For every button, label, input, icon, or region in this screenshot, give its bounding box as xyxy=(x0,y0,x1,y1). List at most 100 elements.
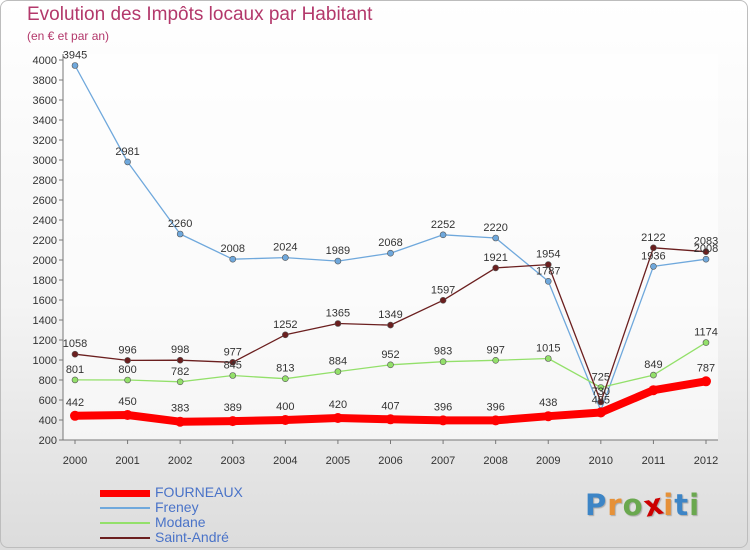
x-tick-label: 2005 xyxy=(326,455,350,467)
data-point-saint-andre xyxy=(597,398,605,406)
y-tick-label: 800 xyxy=(39,375,57,387)
logo-letter: r xyxy=(607,488,623,522)
data-point-freney xyxy=(124,158,131,166)
legend-swatch-saint-andre xyxy=(100,537,150,539)
data-label-saint-andre: 996 xyxy=(118,344,136,356)
data-point-saint-andre xyxy=(282,331,289,339)
data-label-modane: 800 xyxy=(118,364,136,376)
data-point-modane xyxy=(597,384,605,391)
x-tick-label: 2004 xyxy=(273,455,297,467)
data-label-modane: 801 xyxy=(66,364,84,376)
chart-title: Evolution des Impôts locaux par Habitant xyxy=(27,4,373,25)
data-label-modane: 813 xyxy=(276,363,294,375)
data-label-modane: 845 xyxy=(224,360,242,372)
data-point-fourneaux xyxy=(70,410,80,421)
data-point-freney xyxy=(282,254,289,261)
data-point-modane xyxy=(71,376,79,384)
data-point-saint-andre xyxy=(229,358,237,366)
x-tick-label: 2006 xyxy=(378,455,402,467)
data-point-freney xyxy=(439,231,447,239)
y-tick-label: 2800 xyxy=(33,175,57,187)
data-label-modane: 1174 xyxy=(694,327,718,339)
data-point-freney xyxy=(650,263,657,270)
data-point-saint-andre xyxy=(387,321,394,329)
data-point-freney xyxy=(492,234,499,242)
data-label-fourneaux: 396 xyxy=(486,401,504,413)
legend-item-freney: Freney xyxy=(100,499,320,516)
data-point-modane xyxy=(229,372,237,379)
data-label-fourneaux: 420 xyxy=(329,399,347,411)
logo-letter: t xyxy=(674,488,690,522)
data-point-modane xyxy=(544,355,552,362)
y-tick-label: 2600 xyxy=(33,195,57,207)
data-label-freney: 1787 xyxy=(536,265,560,277)
data-point-fourneaux xyxy=(227,416,238,427)
data-label-saint-andre: 977 xyxy=(224,346,242,358)
y-tick-label: 600 xyxy=(39,395,57,407)
data-point-modane xyxy=(387,361,394,369)
y-tick-label: 1600 xyxy=(33,295,57,307)
x-tick-label: 2009 xyxy=(536,455,560,467)
data-label-fourneaux: 400 xyxy=(276,401,294,413)
data-point-modane xyxy=(124,376,131,384)
data-label-saint-andre: 1349 xyxy=(378,309,402,321)
x-tick-label: 2002 xyxy=(168,455,192,467)
data-point-saint-andre xyxy=(124,357,131,364)
data-label-saint-andre: 1921 xyxy=(483,252,507,264)
data-label-saint-andre: 730 xyxy=(592,386,610,398)
data-point-freney xyxy=(334,257,342,265)
data-point-modane xyxy=(334,368,342,375)
chart-subtitle: (en € et par an) xyxy=(27,29,110,43)
data-point-freney xyxy=(229,255,237,263)
data-label-modane: 782 xyxy=(171,366,189,378)
y-tick-label: 200 xyxy=(39,435,57,447)
data-label-saint-andre: 1058 xyxy=(63,338,87,350)
data-label-freney: 1989 xyxy=(326,245,350,257)
x-tick-label: 2011 xyxy=(642,455,666,467)
data-point-saint-andre xyxy=(702,248,710,255)
legend-label-modane: Modane xyxy=(155,514,206,530)
legend: FOURNEAUX Freney Modane Saint-André xyxy=(100,484,320,546)
data-label-saint-andre: 1597 xyxy=(431,284,455,296)
legend-item-modane: Modane xyxy=(100,514,320,531)
y-tick-label: 2000 xyxy=(33,255,57,267)
data-point-fourneaux xyxy=(280,415,291,425)
data-point-modane xyxy=(176,378,184,386)
data-point-saint-andre xyxy=(544,261,552,268)
data-label-freney: 1936 xyxy=(641,250,665,262)
y-tick-label: 1200 xyxy=(33,335,57,347)
data-point-fourneaux xyxy=(332,413,343,423)
data-point-saint-andre xyxy=(492,264,499,272)
plot-area xyxy=(63,54,718,440)
data-label-modane: 997 xyxy=(486,344,504,356)
x-tick-label: 2000 xyxy=(63,455,87,467)
data-label-freney: 495 xyxy=(592,395,610,407)
data-point-fourneaux xyxy=(543,411,554,422)
data-label-modane: 983 xyxy=(434,346,452,358)
logo-letter: i xyxy=(689,488,701,522)
data-point-fourneaux xyxy=(175,416,186,427)
legend-swatch-fourneaux xyxy=(100,490,150,497)
y-tick-label: 3800 xyxy=(33,75,57,87)
data-label-modane: 1015 xyxy=(536,343,560,355)
x-tick-label: 2001 xyxy=(115,455,139,467)
data-point-modane xyxy=(439,358,447,366)
legend-swatch-modane xyxy=(100,522,150,524)
data-point-saint-andre xyxy=(334,320,342,327)
data-label-freney: 2981 xyxy=(115,146,139,158)
legend-item-fourneaux: FOURNEAUX xyxy=(100,484,320,501)
data-label-fourneaux: 787 xyxy=(697,362,715,374)
y-tick-label: 3000 xyxy=(33,155,57,167)
legend-label-freney: Freney xyxy=(155,499,199,515)
data-label-freney: 2024 xyxy=(273,242,297,254)
data-point-fourneaux xyxy=(490,415,501,426)
data-label-saint-andre: 2122 xyxy=(641,232,665,244)
y-tick-label: 3400 xyxy=(33,115,57,127)
legend-label-fourneaux: FOURNEAUX xyxy=(155,484,243,500)
data-label-modane: 849 xyxy=(644,359,662,371)
x-tick-label: 2010 xyxy=(589,455,613,467)
x-tick-label: 2008 xyxy=(483,455,507,467)
data-point-modane xyxy=(282,375,289,383)
